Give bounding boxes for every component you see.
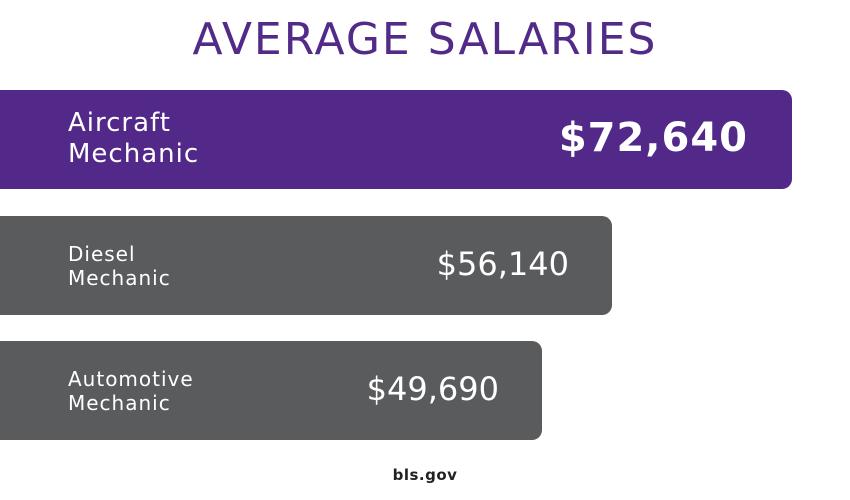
bar-category-label: Diesel Mechanic bbox=[68, 242, 171, 290]
bar-category-label-line: Aircraft bbox=[68, 108, 171, 138]
bar-category-label-line: Mechanic bbox=[68, 391, 171, 415]
bar-aircraft-mechanic: Aircraft Mechanic $72,640 bbox=[0, 90, 792, 189]
bar-category-label-line: Automotive bbox=[68, 367, 194, 391]
source-label: bls.gov bbox=[392, 466, 458, 484]
bar-value-label: $49,690 bbox=[366, 370, 499, 408]
bar-category-label-line: Mechanic bbox=[68, 139, 200, 169]
bar-category-label-line: Mechanic bbox=[68, 266, 171, 290]
bar-value-label: $56,140 bbox=[436, 245, 569, 283]
bar-value-label: $72,640 bbox=[558, 115, 748, 161]
bar-diesel-mechanic: Diesel Mechanic $56,140 bbox=[0, 216, 612, 315]
bar-category-label: Aircraft Mechanic bbox=[68, 108, 199, 170]
bar-automotive-mechanic: Automotive Mechanic $49,690 bbox=[0, 341, 542, 440]
bar-category-label-line: Diesel bbox=[68, 242, 136, 266]
bar-category-label: Automotive Mechanic bbox=[68, 367, 194, 415]
chart-title: AVERAGE SALARIES bbox=[192, 14, 658, 65]
